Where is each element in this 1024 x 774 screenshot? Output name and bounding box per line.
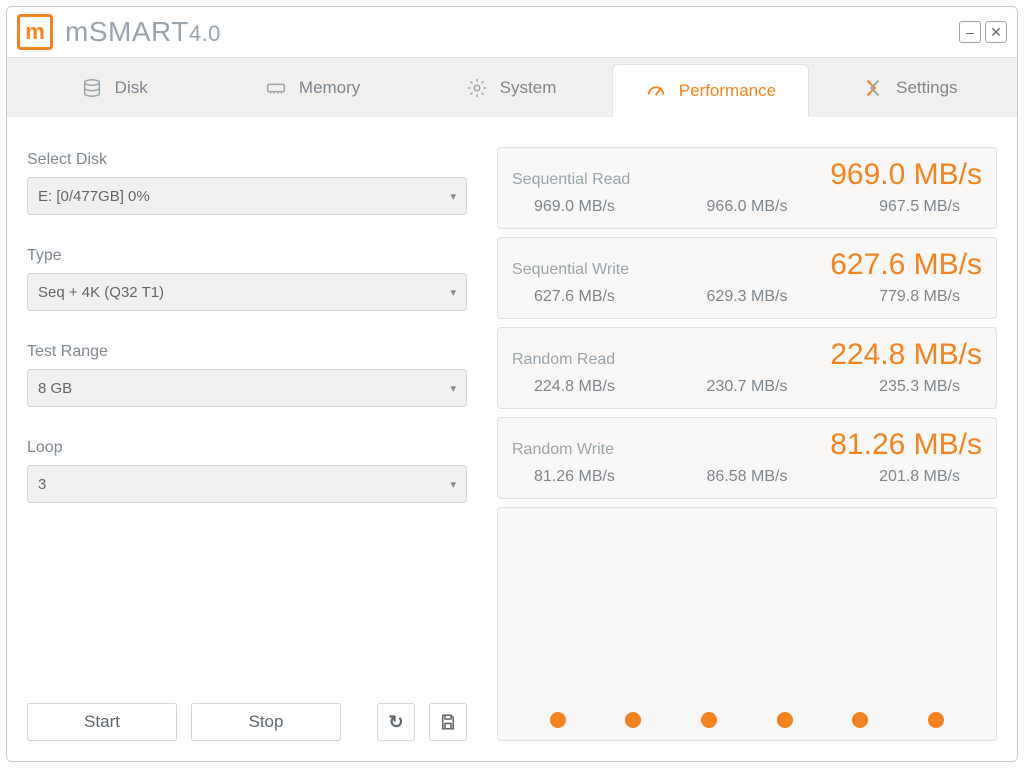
loop-dropdown[interactable]: 3 ▾ — [27, 465, 467, 503]
run-value: 969.0 MB/s — [534, 198, 615, 216]
app-window: m mSMART4.0 – ✕ Disk Memory System — [6, 6, 1018, 762]
tab-label: System — [500, 78, 557, 98]
loop-label: Loop — [27, 439, 467, 457]
chevron-down-icon: ▾ — [450, 286, 456, 299]
tab-label: Disk — [115, 78, 148, 98]
progress-dot — [777, 712, 793, 728]
progress-dot — [852, 712, 868, 728]
app-version: 4.0 — [189, 21, 221, 46]
run-value: 966.0 MB/s — [707, 198, 788, 216]
test-range-dropdown[interactable]: 8 GB ▾ — [27, 369, 467, 407]
select-disk-dropdown[interactable]: E: [0/477GB] 0% ▾ — [27, 177, 467, 215]
run-value: 81.26 MB/s — [534, 468, 615, 486]
progress-dot — [928, 712, 944, 728]
save-button[interactable] — [429, 703, 467, 741]
select-disk-label: Select Disk — [27, 151, 467, 169]
tab-system[interactable]: System — [414, 58, 608, 117]
app-name: mSMART — [65, 16, 189, 47]
tab-disk[interactable]: Disk — [17, 58, 211, 117]
run-value: 201.8 MB/s — [879, 468, 960, 486]
save-icon — [439, 713, 457, 731]
progress-dot — [550, 712, 566, 728]
result-label: Sequential Read — [512, 171, 630, 189]
tab-label: Performance — [679, 81, 776, 101]
progress-dots — [497, 507, 997, 741]
results-panel: Sequential Read 969.0 MB/s 969.0 MB/s 96… — [497, 147, 997, 741]
type-label: Type — [27, 247, 467, 265]
controls-panel: Select Disk E: [0/477GB] 0% ▾ Type Seq +… — [27, 147, 467, 741]
result-random-read: Random Read 224.8 MB/s 224.8 MB/s 230.7 … — [497, 327, 997, 409]
select-disk-value: E: [0/477GB] 0% — [38, 188, 150, 205]
settings-icon — [862, 77, 884, 99]
result-sequential-write: Sequential Write 627.6 MB/s 627.6 MB/s 6… — [497, 237, 997, 319]
result-label: Random Write — [512, 441, 614, 459]
tab-label: Settings — [896, 78, 957, 98]
titlebar: m mSMART4.0 – ✕ — [7, 7, 1017, 57]
result-headline: 224.8 MB/s — [830, 338, 982, 372]
window-controls: – ✕ — [959, 21, 1007, 43]
minimize-button[interactable]: – — [959, 21, 981, 43]
run-value: 779.8 MB/s — [879, 288, 960, 306]
memory-icon — [265, 77, 287, 99]
run-value: 967.5 MB/s — [879, 198, 960, 216]
type-value: Seq + 4K (Q32 T1) — [38, 284, 164, 301]
gear-icon — [466, 77, 488, 99]
content-area: Select Disk E: [0/477GB] 0% ▾ Type Seq +… — [7, 117, 1017, 761]
button-row: Start Stop ↻ — [27, 703, 467, 741]
run-value: 224.8 MB/s — [534, 378, 615, 396]
progress-dot — [701, 712, 717, 728]
run-value: 86.58 MB/s — [707, 468, 788, 486]
result-random-write: Random Write 81.26 MB/s 81.26 MB/s 86.58… — [497, 417, 997, 499]
tab-memory[interactable]: Memory — [215, 58, 409, 117]
refresh-icon: ↻ — [388, 712, 403, 733]
result-label: Sequential Write — [512, 261, 629, 279]
app-logo-icon: m — [17, 14, 53, 50]
run-value: 629.3 MB/s — [707, 288, 788, 306]
test-range-value: 8 GB — [38, 380, 72, 397]
test-range-label: Test Range — [27, 343, 467, 361]
disk-icon — [81, 77, 103, 99]
app-title: mSMART4.0 — [65, 16, 221, 48]
run-value: 235.3 MB/s — [879, 378, 960, 396]
result-headline: 969.0 MB/s — [830, 158, 982, 192]
progress-dot — [625, 712, 641, 728]
tab-settings[interactable]: Settings — [813, 58, 1007, 117]
run-value: 627.6 MB/s — [534, 288, 615, 306]
run-value: 230.7 MB/s — [707, 378, 788, 396]
type-dropdown[interactable]: Seq + 4K (Q32 T1) ▾ — [27, 273, 467, 311]
stop-button[interactable]: Stop — [191, 703, 341, 741]
chevron-down-icon: ▾ — [450, 190, 456, 203]
refresh-button[interactable]: ↻ — [377, 703, 415, 741]
result-headline: 81.26 MB/s — [830, 428, 982, 462]
chevron-down-icon: ▾ — [450, 382, 456, 395]
start-button[interactable]: Start — [27, 703, 177, 741]
tab-performance[interactable]: Performance — [612, 64, 808, 117]
result-sequential-read: Sequential Read 969.0 MB/s 969.0 MB/s 96… — [497, 147, 997, 229]
gauge-icon — [645, 80, 667, 102]
chevron-down-icon: ▾ — [450, 478, 456, 491]
result-headline: 627.6 MB/s — [830, 248, 982, 282]
result-label: Random Read — [512, 351, 615, 369]
tab-bar: Disk Memory System Performance Settings — [7, 57, 1017, 117]
close-button[interactable]: ✕ — [985, 21, 1007, 43]
tab-label: Memory — [299, 78, 360, 98]
loop-value: 3 — [38, 476, 46, 493]
